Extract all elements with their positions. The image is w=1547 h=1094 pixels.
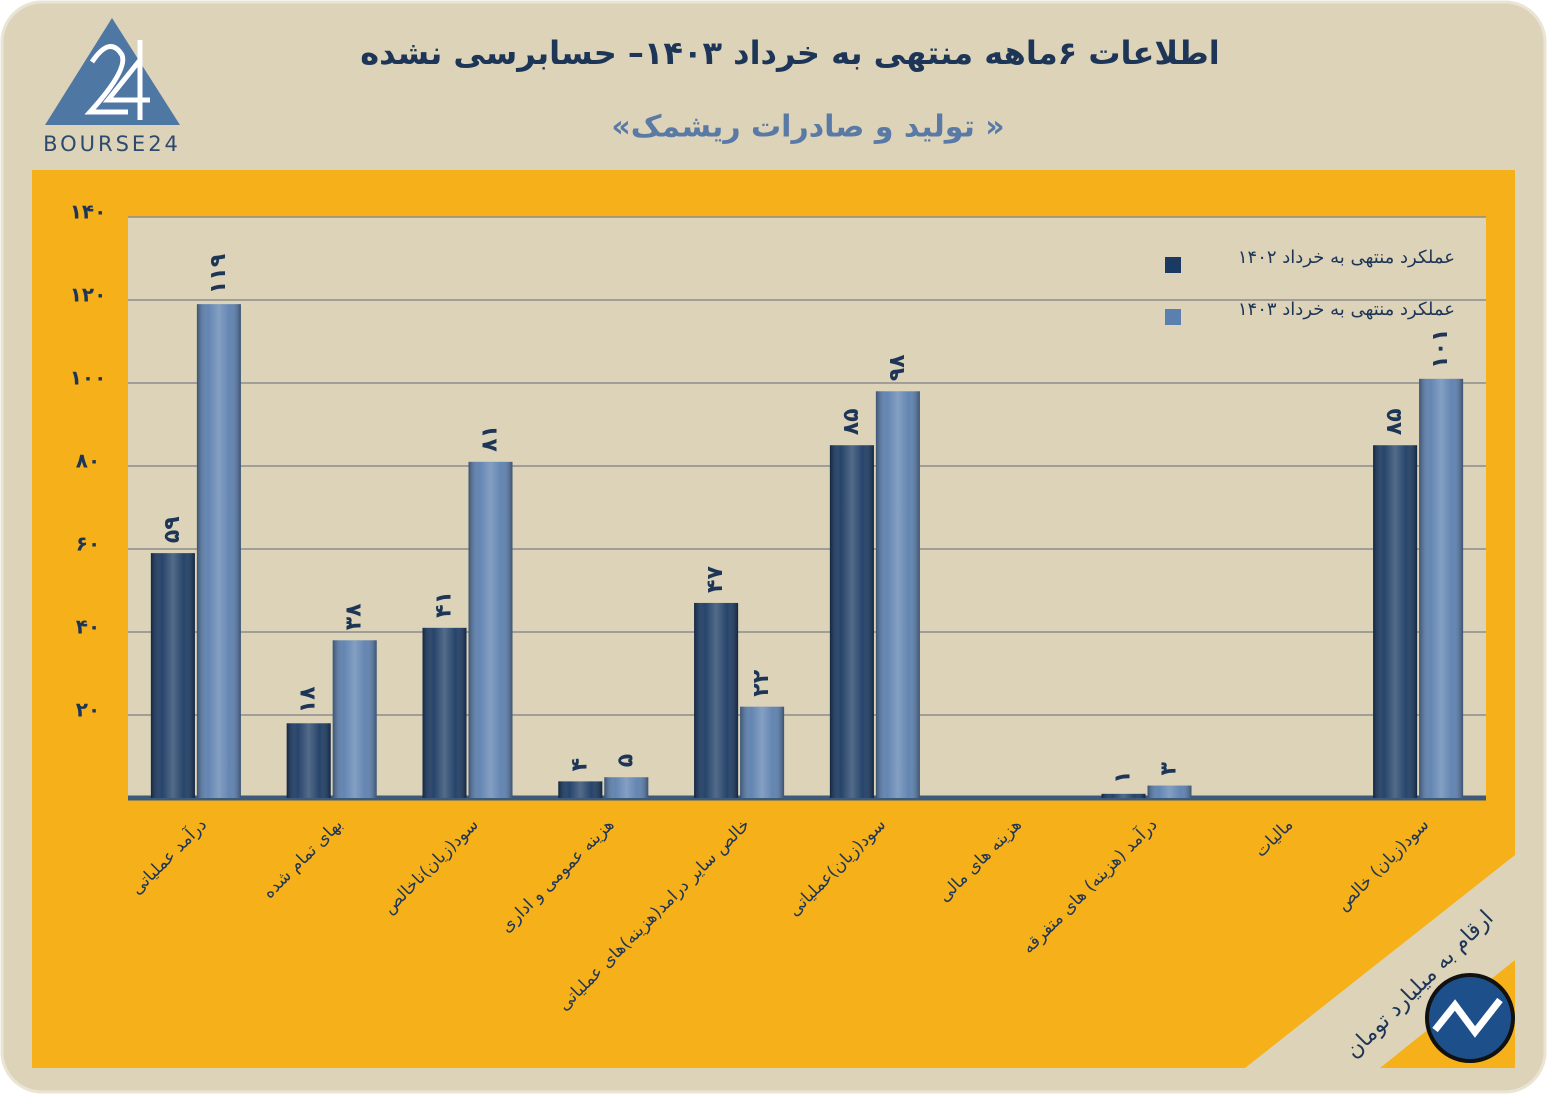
bar-shine (196, 304, 241, 798)
logo-text: BOURSE24 (43, 132, 181, 156)
chart-title: اطلاعات ۶ماهه منتهی به خرداد ۱۴۰۳– حسابر… (360, 34, 1220, 72)
bar-shine (1101, 793, 1146, 798)
value-label: ۸۵ (839, 408, 864, 435)
chart-subtitle: «تولید و صادرات ریشمک » (611, 110, 1004, 145)
brand-icon (1425, 973, 1515, 1063)
bar-shine (558, 781, 603, 798)
bar-shine (150, 553, 195, 798)
value-label: ۴۷ (703, 566, 728, 593)
value-label: ۵۹ (160, 516, 185, 543)
value-label: ۳۸ (342, 603, 367, 630)
value-label: ۱ (1111, 770, 1136, 783)
bar-shine (1419, 378, 1464, 798)
bar-shine (1373, 445, 1418, 798)
bar-shine (829, 445, 874, 798)
y-tick-label: ۱۴۰ (70, 200, 107, 224)
y-tick-label: ۸۰ (76, 449, 100, 473)
bar-shine (468, 461, 513, 798)
bar-shine (422, 627, 467, 798)
bar-shine (1147, 785, 1192, 798)
y-tick-label: ۱۲۰ (70, 283, 107, 307)
legend-label: عملکرد منتهی به خرداد ۱۴۰۲ (1238, 247, 1455, 268)
value-label: ۵ (613, 754, 638, 767)
value-label: ۳ (1157, 762, 1182, 776)
value-label: ۲۲ (749, 669, 774, 696)
value-label: ۸۵ (1382, 408, 1407, 435)
y-tick-label: ۴۰ (76, 615, 100, 639)
value-label: ۴ (567, 758, 592, 771)
bar-shine (875, 391, 920, 798)
corner-band (1245, 855, 1515, 1068)
bar-shine (740, 706, 785, 798)
y-tick-label: ۲۰ (76, 698, 100, 722)
legend-swatch (1165, 309, 1181, 325)
bar-shine (694, 602, 739, 798)
value-label: ۹۸ (885, 354, 910, 381)
y-tick-label: ۶۰ (76, 532, 100, 556)
logo-mark (84, 40, 150, 120)
value-label: ۱۸ (296, 686, 321, 713)
value-label: ۱۱۹ (206, 254, 231, 294)
value-label: ۴۱ (432, 591, 457, 618)
bar-shine (332, 640, 377, 798)
value-label: ۸۱ (478, 425, 503, 452)
value-label: ۱۰۱ (1428, 329, 1453, 369)
bar-shine (286, 723, 331, 798)
y-tick-label: ۱۰۰ (70, 366, 107, 390)
brand-icon-arrow (1432, 997, 1503, 1038)
legend-swatch (1165, 257, 1181, 273)
bar-shine (604, 777, 649, 798)
legend-label: عملکرد منتهی به خرداد ۱۴۰۳ (1238, 299, 1455, 320)
